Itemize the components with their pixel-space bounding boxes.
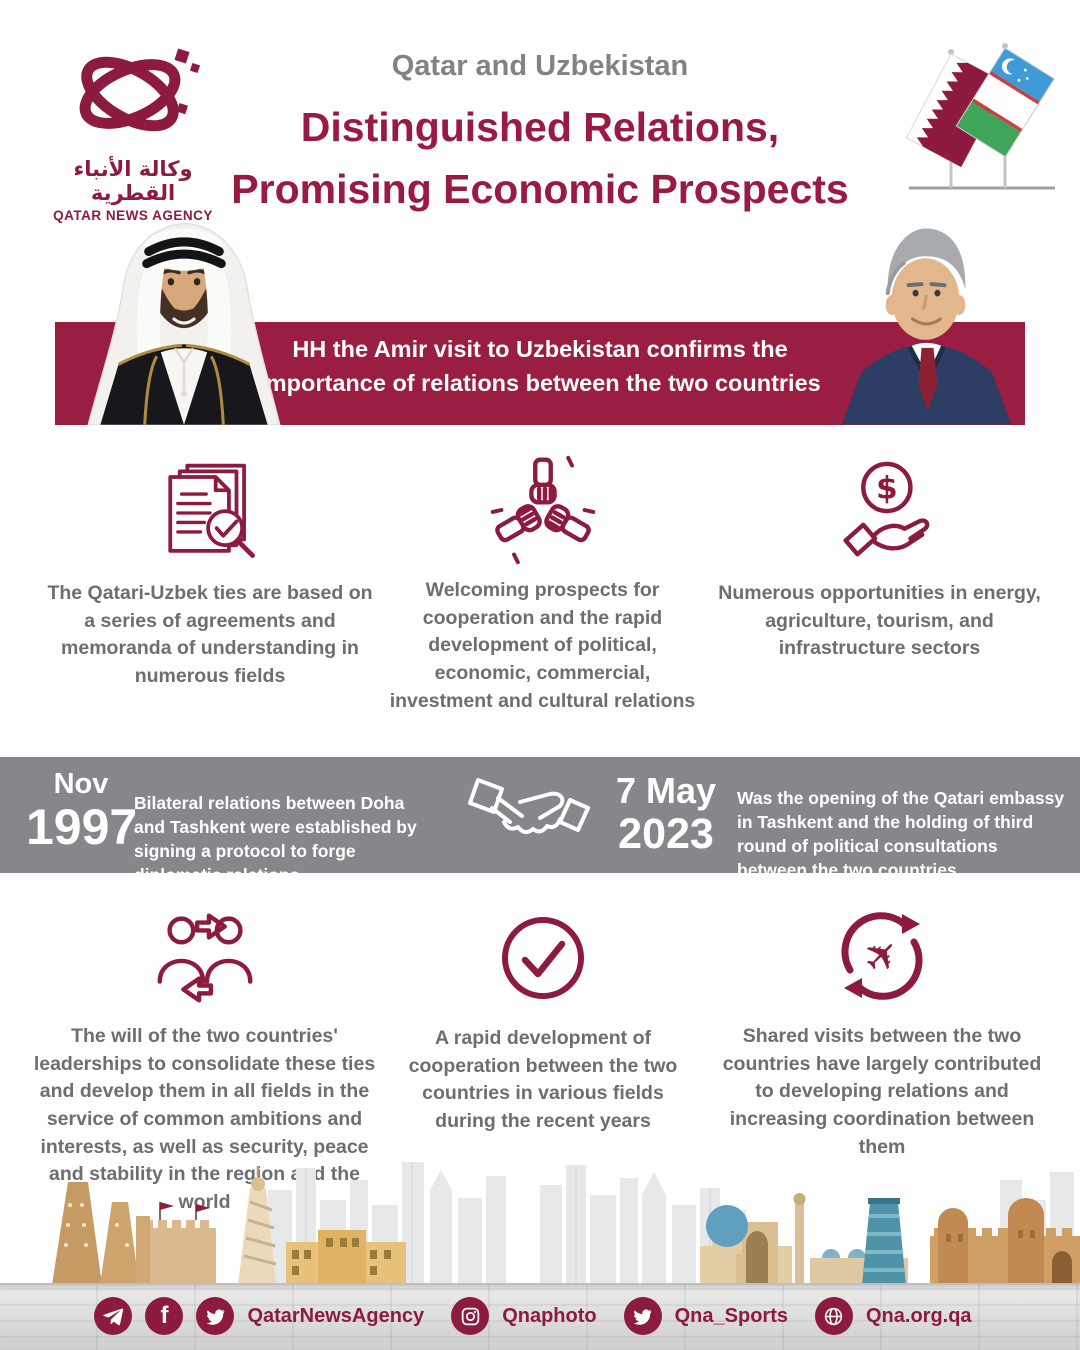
timeline-date-1997: Nov 1997 — [26, 768, 138, 855]
handle-qatarnewsagency[interactable]: QatarNewsAgency — [247, 1304, 425, 1327]
svg-text:$: $ — [875, 470, 897, 506]
logo-arabic-text: وكالة الأنباء القطرية — [73, 157, 193, 205]
banner-text: HH the Amir visit to Uzbekistan confirms… — [259, 336, 821, 397]
handle-qnaphoto[interactable]: Qnaphoto — [502, 1304, 597, 1327]
instagram-icon[interactable] — [451, 1297, 490, 1335]
handle-qna-sports[interactable]: Qna_Sports — [674, 1304, 788, 1327]
timeline-text-left: Bilateral relations between Doha and Tas… — [134, 792, 417, 885]
cooperation-hands-icon — [385, 452, 700, 567]
feature-agreements: The Qatari-Uzbek ties are based on a ser… — [45, 455, 375, 691]
dollar-hand-icon: $ — [712, 455, 1047, 570]
footer-social-bar: f QatarNewsAgency Qnaphoto Qna_Sports Qn… — [0, 1297, 1080, 1335]
timeline-band: Nov 1997 Bilateral relations between Doh… — [0, 757, 1080, 885]
flags-icon — [905, 43, 1055, 190]
feature-text: Numerous opportunities in energy, agricu… — [718, 582, 1041, 660]
people-exchange-icon — [22, 898, 387, 1013]
feature-rapid-development: A rapid development of cooperation betwe… — [392, 900, 694, 1136]
title-line-2: Promising Economic Prospects — [231, 165, 849, 212]
logo-english-text: QATAR NEWS AGENCY — [53, 208, 213, 223]
timeline-month: Nov — [53, 768, 109, 800]
feature-text: Welcoming prospects for cooperation and … — [389, 579, 696, 712]
svg-text:✈: ✈ — [852, 925, 912, 985]
feature-cooperation: Welcoming prospects for cooperation and … — [385, 452, 700, 715]
feature-text: The will of the two countries' leadershi… — [33, 1025, 376, 1214]
feature-text: The Qatari-Uzbek ties are based on a ser… — [47, 582, 373, 688]
feature-text: Shared visits between the two countries … — [722, 1025, 1042, 1158]
timeline-month: 7 May — [615, 770, 717, 811]
twitter-sports-icon[interactable] — [623, 1297, 662, 1335]
twitter-icon[interactable] — [196, 1297, 235, 1335]
header-titles: Qatar and Uzbekistan Distinguished Relat… — [230, 50, 850, 220]
check-circle-icon — [392, 900, 694, 1015]
facebook-icon[interactable]: f — [145, 1297, 184, 1335]
feature-leaderships: The will of the two countries' leadershi… — [22, 898, 387, 1217]
qatar-uzbekistan-flags — [893, 28, 1068, 205]
globe-icon[interactable] — [814, 1297, 853, 1335]
qna-logo: وكالة الأنباء القطرية QATAR NEWS AGENCY — [38, 42, 228, 223]
skyline-illustration — [0, 1150, 1080, 1290]
agreements-documents-icon — [45, 455, 375, 570]
feature-text: A rapid development of cooperation betwe… — [408, 1027, 678, 1133]
page-title: Distinguished Relations, Promising Econo… — [230, 97, 850, 220]
amir-photo — [48, 205, 320, 430]
plane-circle-icon: ✈ — [712, 898, 1052, 1013]
timeline-year: 2023 — [618, 809, 714, 858]
feature-shared-visits: ✈ Shared visits between the two countrie… — [712, 898, 1052, 1161]
handshake-icon — [452, 776, 592, 861]
timeline-text-right: Was the opening of the Qatari embassy in… — [737, 787, 1065, 880]
president-photo — [826, 212, 1030, 431]
telegram-icon[interactable] — [94, 1297, 133, 1335]
timeline-year: 1997 — [26, 798, 138, 855]
qna-swirl-icon — [79, 48, 201, 132]
timeline-date-2023: 7 May 2023 — [606, 771, 726, 858]
feature-opportunities: $ Numerous opportunities in energy, agri… — [712, 455, 1047, 663]
uzbekistan-flag — [955, 47, 1055, 158]
handle-qna-org-qa[interactable]: Qna.org.qa — [865, 1304, 972, 1327]
title-line-1: Distinguished Relations, — [300, 104, 780, 150]
supertitle: Qatar and Uzbekistan — [391, 50, 689, 82]
